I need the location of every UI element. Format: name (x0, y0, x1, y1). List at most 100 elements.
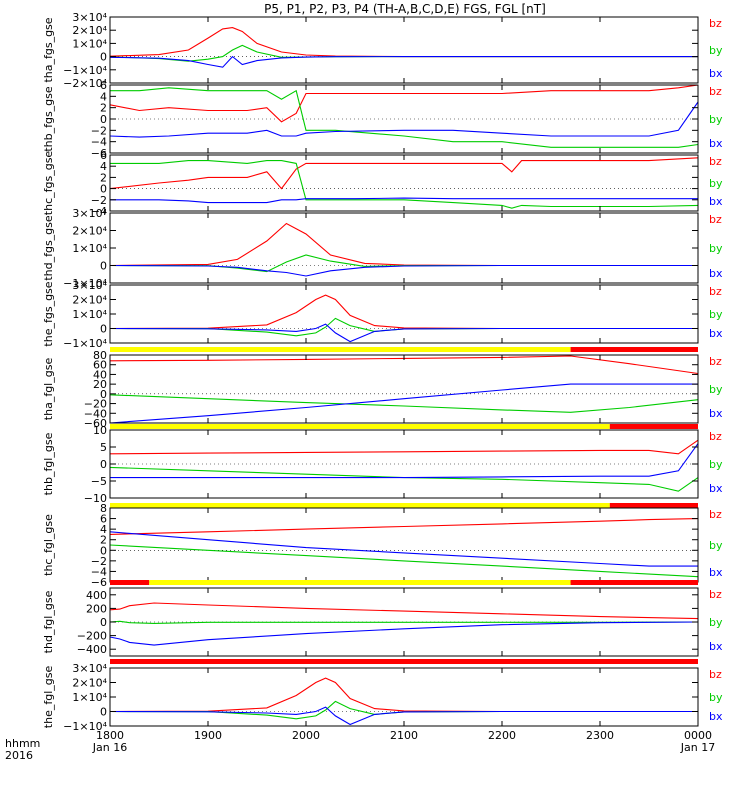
legend-label-by: by (709, 242, 723, 255)
legend-label-bx: bx (709, 267, 723, 280)
y-axis-label: thb_fgl_gse (42, 432, 55, 495)
y-tick-label: 0 (100, 183, 107, 196)
x-tick-label: 2300 (586, 729, 614, 742)
series-line-bz (109, 677, 698, 713)
y-tick-label: −2×10⁴ (63, 77, 107, 90)
legend-label-bx: bx (709, 327, 723, 340)
series-line-bz (109, 84, 699, 123)
x-tick-label: 1900 (194, 729, 222, 742)
series-line-bz (109, 157, 699, 190)
panel-frame (109, 212, 699, 284)
y-tick-label: 1×10⁴ (72, 691, 107, 704)
y-tick-label: 2×10⁴ (72, 677, 107, 690)
series-line-bx (110, 443, 699, 479)
series-line-by (109, 466, 699, 492)
flag-bar-segment-0 (110, 424, 610, 429)
series-line-bz (109, 602, 699, 620)
chart-title: P5, P1, P2, P3, P4 (TH-A,B,C,D,E) FGS, F… (264, 2, 546, 16)
flag-bar-segment-0 (110, 659, 698, 664)
y-axis-label: thb_fgs_gse (42, 86, 55, 152)
flag-bar-segment-1 (570, 347, 698, 352)
series-line-by (109, 620, 699, 624)
y-tick-label: 0 (100, 458, 107, 471)
y-tick-label: 4 (100, 90, 107, 103)
legend-label-bx: bx (709, 407, 723, 420)
y-axis-label: thd_fgs_gse (42, 215, 55, 281)
panel-frame (109, 284, 699, 344)
y-tick-label: −1×10⁴ (63, 64, 107, 77)
flag-bar-segment-2 (570, 580, 698, 585)
y-tick-label: 1×10⁴ (72, 242, 107, 255)
y-axis-label: thc_fgs_gse (42, 151, 55, 216)
series-line-bz (109, 294, 698, 330)
legend-label-by: by (709, 308, 723, 321)
y-tick-label: −4 (91, 205, 107, 218)
y-tick-label: 400 (86, 589, 107, 602)
y-tick-label: −40 (84, 407, 107, 420)
y-tick-label: 40 (93, 368, 107, 381)
y-axis-label: thc_fgl_gse (42, 514, 55, 576)
y-tick-label: 6 (100, 79, 107, 92)
y-tick-label: 3×10⁴ (72, 662, 107, 675)
y-axis-label: the_fgs_gse (42, 281, 55, 346)
series-line-bx (109, 101, 699, 138)
legend-label-bz: bz (709, 285, 722, 298)
legend-label-by: by (709, 458, 723, 471)
y-tick-label: 20 (93, 378, 107, 391)
y-axis-label: thd_fgl_gse (42, 590, 55, 653)
legend-label-bz: bz (709, 508, 722, 521)
series-line-bx (109, 531, 698, 567)
legend-label-by: by (709, 616, 723, 629)
y-tick-label: 60 (93, 359, 107, 372)
legend-label-bx: bx (709, 195, 723, 208)
series-line-bz (109, 518, 699, 535)
y-tick-label: 2 (100, 534, 107, 547)
flag-bar-segment-1 (149, 580, 571, 585)
series-line-bz (109, 439, 699, 455)
series-line-bx (109, 706, 698, 726)
y-tick-label: −20 (84, 398, 107, 411)
legend-label-by: by (709, 177, 723, 190)
legend-label-bz: bz (709, 430, 722, 443)
series-line-bx (109, 383, 698, 424)
panel-frame (109, 16, 699, 84)
legend-label-by: by (709, 539, 723, 552)
y-tick-label: −6 (91, 147, 107, 160)
x-tick-label: 2100 (390, 729, 418, 742)
legend-label-bx: bx (709, 137, 723, 150)
y-tick-label: 0 (100, 51, 107, 64)
panel-frame (109, 507, 699, 583)
y-tick-label: 200 (86, 602, 107, 615)
panel-thd-fgs-gse: 3×10⁴ 2×10⁴ 1×10⁴ 0 −1×10⁴ thd_fgs_gse bz by bx (42, 207, 723, 290)
y-tick-label: 3×10⁴ (72, 207, 107, 220)
y-tick-label: 4 (100, 523, 107, 536)
y-tick-label: −2 (91, 194, 107, 207)
legend-label-bz: bz (709, 668, 722, 681)
flag-bar-segment-1 (609, 503, 698, 508)
y-tick-label: 8 (100, 502, 107, 515)
time-axis-row-label-2: 2016 (5, 749, 33, 762)
x-tick-label: 1800 (96, 729, 124, 742)
series-line-by (109, 544, 699, 578)
y-tick-label: −60 (84, 417, 107, 430)
y-tick-label: −400 (77, 643, 107, 656)
legend-label-bz: bz (709, 355, 722, 368)
y-tick-label: 0 (100, 388, 107, 401)
y-tick-label: 0 (100, 260, 107, 273)
series-line-by (109, 317, 698, 337)
y-tick-label: 2×10⁴ (72, 294, 107, 307)
y-tick-label: −200 (77, 630, 107, 643)
y-tick-label: −10 (84, 492, 107, 505)
series-line-by (110, 87, 699, 148)
y-tick-label: −5 (91, 475, 107, 488)
y-tick-label: −1×10⁴ (63, 277, 107, 290)
series-line-by (109, 44, 698, 62)
legend-label-bx: bx (709, 566, 723, 579)
